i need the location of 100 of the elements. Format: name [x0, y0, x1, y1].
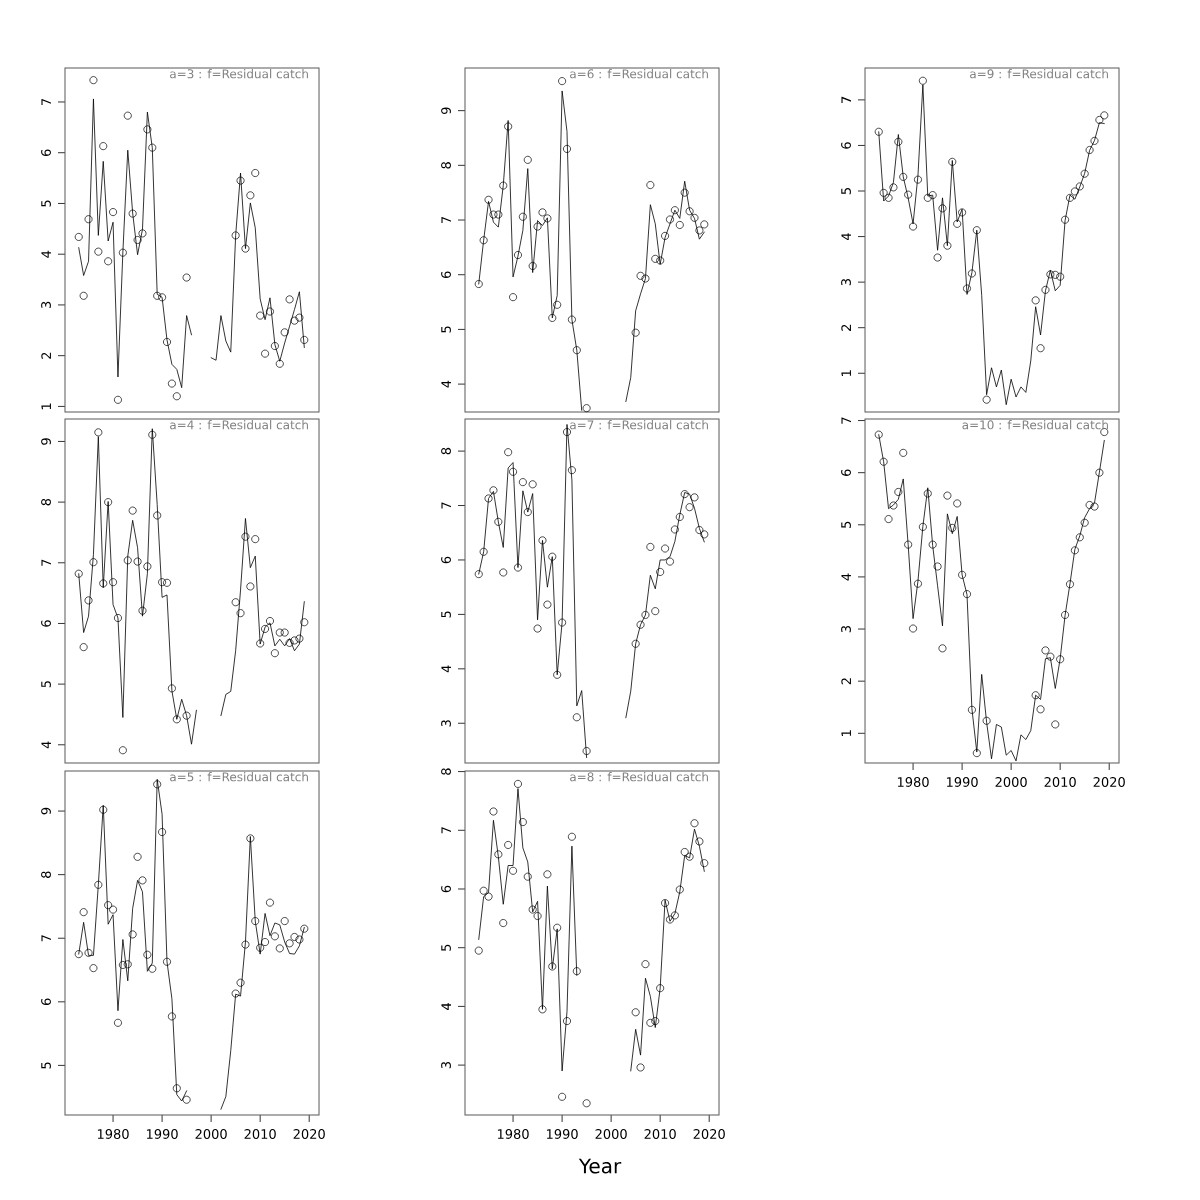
- point: [182, 273, 191, 282]
- point: [1031, 296, 1040, 305]
- point: [158, 828, 167, 836]
- point: [148, 964, 157, 973]
- y-tick-label: 7: [841, 96, 851, 103]
- point: [538, 208, 547, 217]
- point: [943, 241, 952, 250]
- point: [543, 600, 552, 609]
- y-tick-label: 4: [441, 1003, 451, 1010]
- point: [685, 852, 694, 861]
- point: [879, 188, 888, 197]
- x-tick-label: 2010: [244, 1129, 276, 1139]
- point: [651, 254, 660, 263]
- point: [295, 634, 304, 643]
- point: [514, 251, 522, 259]
- point: [300, 924, 309, 933]
- point: [953, 219, 962, 228]
- point: [563, 144, 571, 153]
- point: [509, 866, 518, 875]
- point: [1051, 720, 1060, 729]
- y-tick-label: 7: [41, 935, 51, 942]
- chart-title: a=7 : f=Residual catch: [570, 420, 708, 430]
- point: [958, 570, 967, 579]
- point: [158, 578, 167, 587]
- point: [251, 535, 260, 544]
- x-tick-label: 2000: [595, 1129, 627, 1139]
- point: [1066, 193, 1074, 202]
- point: [74, 950, 83, 959]
- point: [509, 467, 518, 476]
- point: [553, 670, 562, 679]
- point: [582, 404, 591, 413]
- point: [79, 643, 88, 652]
- point: [163, 578, 171, 587]
- point: [489, 210, 498, 219]
- point: [118, 746, 127, 755]
- chart-title: a=6 : f=Residual catch: [570, 69, 708, 79]
- point: [270, 932, 279, 941]
- point: [1090, 136, 1099, 145]
- y-tick-label: 4: [841, 233, 851, 241]
- chart-title: a=10 : f=Residual catch: [962, 420, 1108, 430]
- point: [558, 618, 567, 627]
- point: [84, 948, 93, 957]
- x-tick-label: 2000: [195, 1129, 227, 1139]
- point: [94, 428, 103, 437]
- point: [1056, 655, 1065, 664]
- point: [148, 143, 157, 152]
- point: [553, 300, 562, 309]
- point: [904, 190, 913, 199]
- chart-title: a=8 : f=Residual catch: [570, 772, 708, 782]
- point: [74, 569, 83, 578]
- point: [494, 210, 503, 219]
- point: [133, 852, 142, 861]
- point: [972, 749, 981, 758]
- point: [94, 247, 103, 256]
- point: [631, 1008, 640, 1017]
- y-tick-label: 6: [841, 469, 851, 476]
- point: [690, 493, 699, 502]
- x-tick-label: 1980: [97, 1129, 129, 1139]
- point: [700, 220, 709, 229]
- point: [938, 204, 947, 213]
- point: [899, 172, 908, 181]
- point: [266, 617, 274, 625]
- point: [231, 989, 240, 998]
- point: [958, 208, 967, 217]
- point: [1041, 646, 1050, 655]
- point: [666, 557, 674, 566]
- point: [528, 480, 537, 489]
- point: [256, 943, 265, 952]
- point: [666, 215, 674, 224]
- point: [967, 269, 976, 278]
- point: [280, 917, 289, 926]
- y-tick-label: 2: [41, 352, 51, 359]
- point: [661, 231, 670, 240]
- point: [695, 526, 704, 534]
- point: [236, 176, 245, 185]
- point: [1085, 146, 1094, 154]
- point: [261, 349, 270, 358]
- y-tick-label: 6: [41, 998, 51, 1006]
- point: [285, 295, 294, 304]
- y-tick-label: 8: [441, 768, 451, 775]
- point: [943, 491, 952, 500]
- point: [84, 596, 93, 605]
- y-tick-label: 8: [41, 498, 51, 506]
- point: [128, 506, 137, 515]
- point: [675, 513, 684, 521]
- point: [285, 939, 294, 948]
- point: [300, 618, 309, 627]
- point: [479, 236, 488, 245]
- point: [884, 515, 893, 524]
- point: [1036, 344, 1045, 353]
- x-tick-label: 2020: [293, 1129, 325, 1139]
- point: [104, 257, 113, 266]
- point: [499, 181, 508, 190]
- point: [153, 511, 162, 520]
- point: [489, 807, 498, 816]
- point: [646, 1018, 655, 1027]
- y-tick-label: 9: [41, 438, 51, 445]
- point: [909, 624, 918, 633]
- point: [567, 832, 576, 841]
- y-tick-label: 6: [441, 556, 451, 564]
